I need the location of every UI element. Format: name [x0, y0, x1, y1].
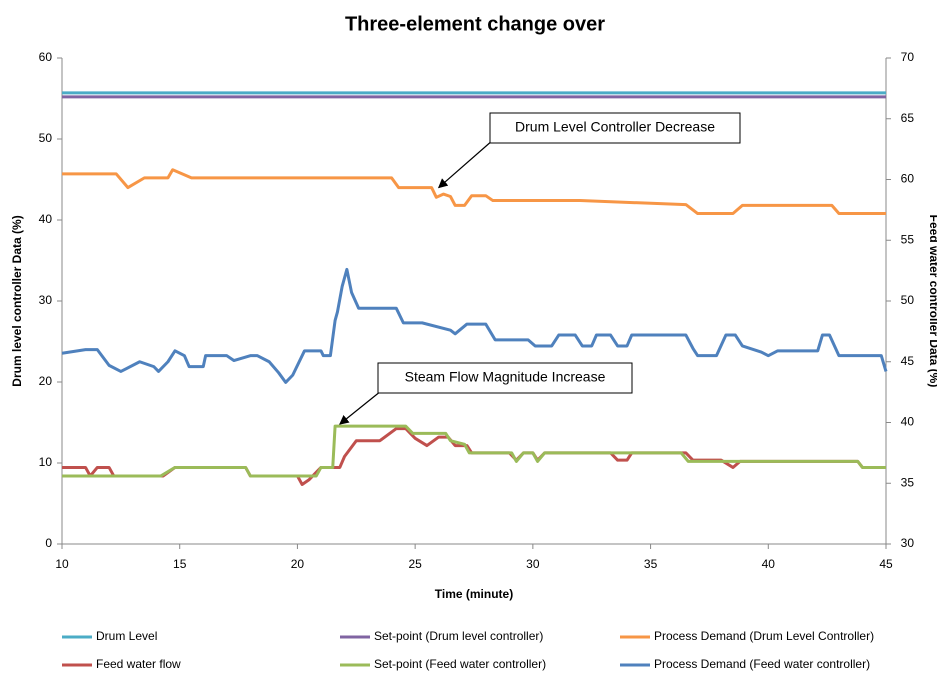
annotation-arrow [339, 390, 382, 425]
y2-tick-label: 45 [901, 354, 915, 368]
x-tick-label: 15 [173, 557, 187, 571]
x-tick-label: 35 [644, 557, 658, 571]
x-tick-label: 45 [879, 557, 893, 571]
y2-tick-label: 60 [901, 172, 915, 186]
x-tick-label: 20 [291, 557, 305, 571]
y2-tick-label: 40 [901, 415, 915, 429]
y2-tick-label: 30 [901, 536, 915, 550]
annotation-box [489, 112, 741, 144]
y-tick-label: 40 [39, 212, 53, 226]
y2-tick-label: 70 [901, 50, 915, 64]
annotation-arrow [437, 139, 494, 189]
x-tick-label: 30 [526, 557, 540, 571]
x-tick-label: 10 [55, 557, 69, 571]
series-line [62, 424, 886, 478]
y-tick-label: 60 [39, 50, 53, 64]
y-tick-label: 50 [39, 131, 53, 145]
y-tick-label: 30 [39, 293, 53, 307]
annotation-text: Steam Flow Magnitude Increase [405, 369, 606, 385]
x-tick-label: 25 [408, 557, 422, 571]
legend-text: Process Demand (Drum Level Controller) [654, 629, 874, 643]
legend-text: Feed water flow [96, 657, 181, 671]
y2-tick-label: 65 [901, 111, 915, 125]
series-line [62, 427, 886, 486]
chart-title: Three-element change over [345, 13, 605, 35]
legend-text: Set-point (Feed water controller) [374, 657, 546, 671]
y2-tick-label: 50 [901, 293, 915, 307]
y-axis-title: Drum level controller Data (%) [10, 215, 24, 386]
legend-text: Process Demand (Feed water controller) [654, 657, 870, 671]
y-tick-label: 0 [45, 536, 52, 550]
y2-axis-title: Feed water controller Data (%) [927, 215, 937, 388]
legend-text: Drum Level [96, 629, 157, 643]
y-tick-label: 20 [39, 374, 53, 388]
legend-text: Set-point (Drum level controller) [374, 629, 543, 643]
annotation-box [377, 362, 633, 394]
x-axis-title: Time (minute) [435, 587, 513, 601]
x-tick-label: 40 [762, 557, 776, 571]
y2-tick-label: 35 [901, 475, 915, 489]
annotation-text: Drum Level Controller Decrease [515, 119, 715, 135]
series-line [62, 168, 886, 216]
series-line [61, 267, 888, 384]
y2-tick-label: 55 [901, 232, 915, 246]
y-tick-label: 10 [39, 455, 53, 469]
